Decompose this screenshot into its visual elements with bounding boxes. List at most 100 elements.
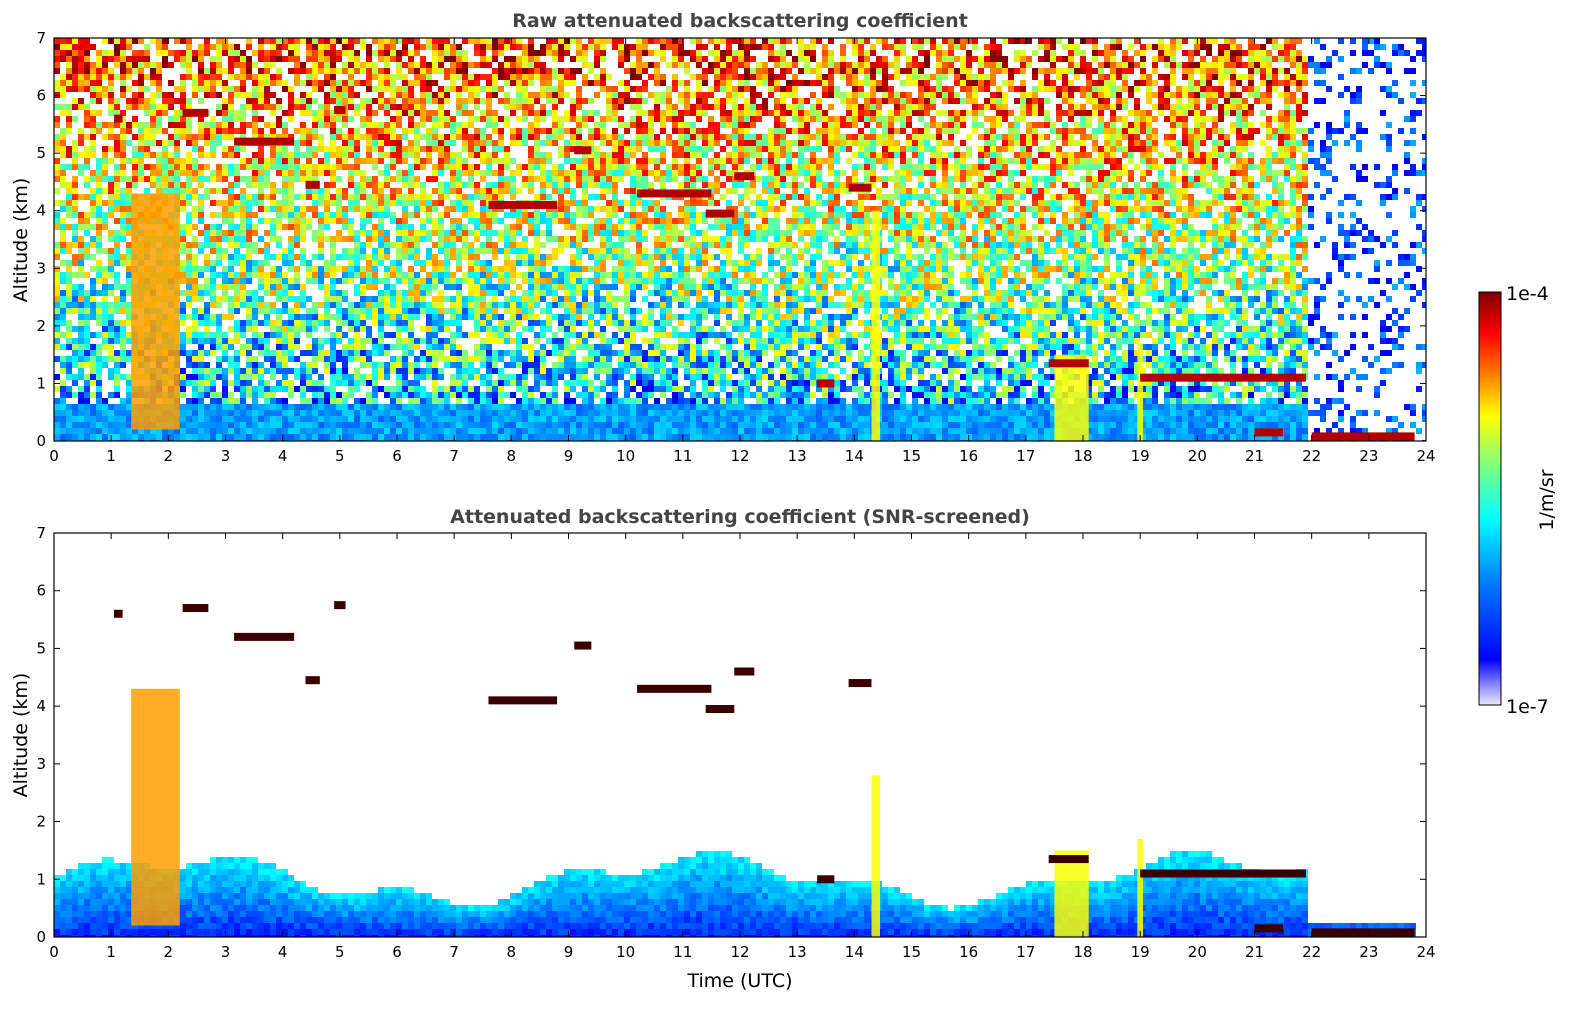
heat-cell: [1074, 104, 1080, 110]
heat-cell: [252, 182, 258, 188]
heat-cell: [1296, 176, 1302, 182]
heat-cell: [930, 200, 936, 206]
heat-cell: [1146, 92, 1152, 98]
heat-cell: [960, 110, 966, 116]
heat-cell: [990, 146, 996, 152]
heat-cell: [1032, 164, 1038, 170]
heat-cell: [1140, 128, 1146, 134]
heat-cell: [936, 110, 942, 116]
heat-cell: [1302, 170, 1308, 176]
heat-cell: [1302, 110, 1308, 116]
heat-cell: [438, 146, 444, 152]
heat-cell: [1032, 122, 1038, 128]
heat-cell: [282, 80, 288, 86]
heat-cell: [1224, 50, 1230, 56]
heat-cell: [1422, 56, 1426, 62]
heat-cell: [312, 152, 318, 158]
heat-cell: [1152, 116, 1158, 122]
heat-cell: [1146, 116, 1152, 122]
heat-cell: [258, 176, 264, 182]
heat-cell: [1296, 110, 1302, 116]
heat-cell: [552, 86, 558, 92]
heat-cell: [1092, 134, 1098, 140]
heat-cell: [528, 164, 534, 170]
heat-cell: [936, 80, 942, 86]
heat-cell: [180, 200, 186, 206]
heat-cell: [846, 116, 852, 122]
heat-cell: [672, 170, 678, 176]
heat-cell: [810, 170, 816, 176]
heat-cell: [414, 104, 420, 110]
heat-cell: [888, 146, 894, 152]
heat-cell: [1128, 56, 1134, 62]
heat-cell: [66, 44, 72, 50]
heat-cell: [900, 104, 906, 110]
heat-cell: [1416, 110, 1422, 116]
heat-cell: [168, 50, 174, 56]
heat-cell: [510, 170, 516, 176]
heat-cell: [918, 38, 924, 44]
heat-cell: [894, 146, 900, 152]
heat-cell: [150, 74, 156, 80]
heat-cell: [780, 146, 786, 152]
heat-cell: [432, 62, 438, 68]
heat-cell: [840, 188, 846, 194]
heat-cell: [1128, 188, 1134, 194]
heat-cell: [606, 188, 612, 194]
heat-cell: [1212, 188, 1218, 194]
heat-cell: [198, 134, 204, 140]
heat-cell: [510, 56, 516, 62]
heat-cell: [234, 164, 240, 170]
heat-cell: [936, 122, 942, 128]
heat-cell: [198, 206, 204, 212]
heat-cell: [864, 62, 870, 68]
heat-cell: [720, 116, 726, 122]
heat-cell: [756, 80, 762, 86]
heat-cell: [1224, 158, 1230, 164]
heat-cell: [480, 176, 486, 182]
heat-cell: [252, 128, 258, 134]
heat-cell: [210, 68, 216, 74]
heat-cell: [276, 206, 282, 212]
heat-cell: [1272, 158, 1278, 164]
heat-cell: [1056, 206, 1062, 212]
heat-cell: [96, 122, 102, 128]
heat-cell: [1374, 38, 1380, 44]
heat-cell: [726, 56, 732, 62]
heat-cell: [546, 86, 552, 92]
heat-cell: [546, 194, 552, 200]
heat-cell: [1356, 170, 1362, 176]
heat-cell: [438, 92, 444, 98]
heat-cell: [816, 128, 822, 134]
heat-cell: [420, 116, 426, 122]
heat-cell: [420, 104, 426, 110]
heat-cell: [462, 50, 468, 56]
heat-cell: [1044, 206, 1050, 212]
heat-cell: [996, 92, 1002, 98]
heat-cell: [114, 134, 120, 140]
heat-cell: [90, 200, 96, 206]
heat-cell: [1110, 104, 1116, 110]
heat-cell: [1290, 122, 1296, 128]
heat-cell: [1020, 38, 1026, 44]
heat-cell: [108, 74, 114, 80]
heat-cell: [360, 80, 366, 86]
heat-cell: [1422, 158, 1426, 164]
heat-cell: [492, 158, 498, 164]
heat-cell: [462, 170, 468, 176]
heat-cell: [504, 38, 510, 44]
heat-cell: [858, 134, 864, 140]
heat-cell: [420, 74, 426, 80]
heat-cell: [1158, 152, 1164, 158]
heat-cell: [762, 104, 768, 110]
heat-cell: [750, 68, 756, 74]
heat-cell: [516, 80, 522, 86]
heat-cell: [990, 188, 996, 194]
heat-cell: [288, 212, 294, 218]
heat-cell: [1056, 146, 1062, 152]
heat-cell: [60, 218, 66, 224]
heat-cell: [864, 50, 870, 56]
heat-cell: [1242, 182, 1248, 188]
heat-cell: [798, 110, 804, 116]
heat-cell: [426, 158, 432, 164]
